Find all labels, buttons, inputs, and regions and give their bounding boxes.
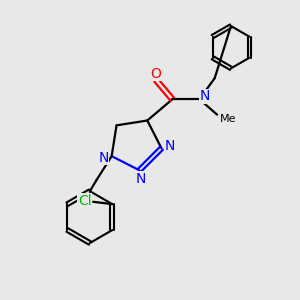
Text: N: N <box>136 172 146 185</box>
Text: N: N <box>164 139 175 153</box>
Text: O: O <box>151 67 162 81</box>
Text: Me: Me <box>219 114 236 124</box>
Text: N: N <box>199 89 210 103</box>
Text: Cl: Cl <box>78 194 92 208</box>
Text: N: N <box>98 151 109 165</box>
